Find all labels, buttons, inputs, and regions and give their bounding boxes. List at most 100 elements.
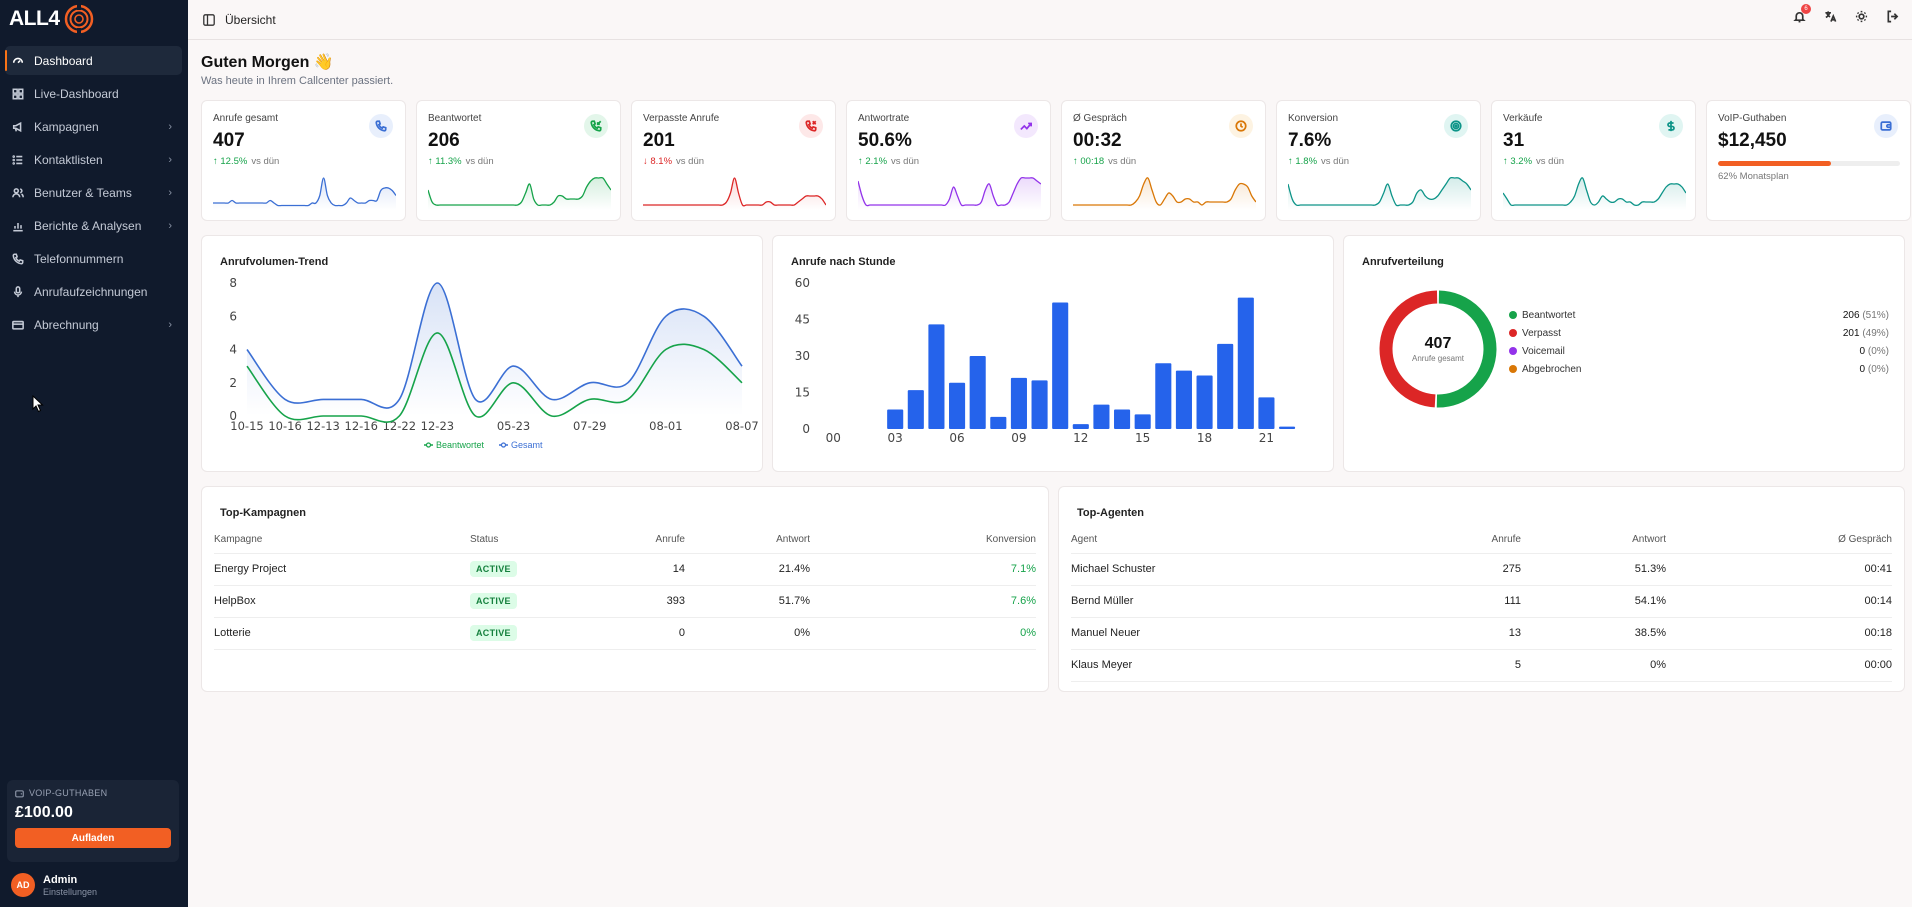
table-row[interactable]: Bernd Müller 111 54.1% 00:14	[1071, 585, 1892, 618]
sidebar-item-label: Live-Dashboard	[34, 86, 119, 101]
user-menu[interactable]: AD Admin Einstellungen	[11, 873, 97, 897]
legend-item: Verpasst 201 (49%)	[1509, 324, 1889, 342]
table-row[interactable]: Energy Project ACTIVE 14 21.4% 7.1%	[214, 553, 1036, 586]
table-header-row: Kampagne Status Anrufe Antwort Konversio…	[214, 527, 1036, 554]
page-subtitle: Was heute in Ihrem Callcenter passiert.	[201, 75, 394, 87]
translate-icon	[1824, 10, 1836, 22]
theme-toggle-button[interactable]	[1853, 8, 1869, 24]
kpi-value: 00:32	[1073, 130, 1122, 151]
table-row[interactable]: HelpBox ACTIVE 393 51.7% 7.6%	[214, 585, 1036, 618]
notifications-button[interactable]: 6	[1791, 4, 1811, 24]
bar[interactable]	[1279, 426, 1296, 429]
bar[interactable]	[928, 324, 945, 429]
legend-dot	[1509, 311, 1517, 319]
bar[interactable]	[1175, 370, 1192, 429]
kpi-icon-badge	[1659, 114, 1683, 138]
sidebar-toggle-icon[interactable]	[203, 13, 215, 26]
kpi-label: VoIP-Guthaben	[1718, 113, 1787, 124]
table-row[interactable]: Klaus Meyer 5 0% 00:00	[1071, 649, 1892, 682]
donut-slice-verpasst[interactable]	[1379, 290, 1438, 408]
bar[interactable]	[1010, 377, 1027, 429]
user-settings-link[interactable]: Einstellungen	[43, 886, 98, 897]
kpi-label: Verkäufe	[1503, 113, 1543, 124]
col-campaign[interactable]: Kampagne	[214, 527, 470, 554]
legend-marker	[425, 442, 432, 448]
legend-label: Voicemail	[1522, 345, 1565, 357]
bar[interactable]	[887, 409, 904, 429]
col-calls[interactable]: Anrufe	[580, 527, 685, 554]
card-title: Anrufe nach Stunde	[791, 256, 896, 268]
language-button[interactable]	[1822, 8, 1838, 24]
col-agent[interactable]: Agent	[1071, 527, 1371, 554]
campaigns-table: Kampagne Status Anrufe Antwort Konversio…	[214, 527, 1036, 650]
bar[interactable]	[990, 416, 1007, 429]
x-tick-label: 12-13	[306, 419, 339, 433]
campaign-conversion: 7.1%	[810, 553, 1036, 586]
bar[interactable]	[949, 382, 966, 429]
campaign-calls: 0	[580, 617, 685, 650]
sidebar-item-abrechnung[interactable]: Abrechnung ›	[5, 310, 182, 339]
brand-logo[interactable]: ALL4	[9, 4, 94, 34]
kpi-value: 206	[428, 130, 460, 151]
col-calls[interactable]: Anrufe	[1371, 527, 1521, 554]
phone-in-icon	[590, 120, 602, 132]
col-answer[interactable]: Antwort	[685, 527, 810, 554]
clock-icon	[1235, 120, 1247, 132]
status-badge: ACTIVE	[470, 561, 517, 577]
bar[interactable]	[1031, 380, 1048, 429]
greeting: Guten Morgen 👋 Was heute in Ihrem Callce…	[201, 52, 393, 87]
kpi-label: Beantwortet	[428, 113, 482, 124]
target-icon	[1450, 120, 1462, 132]
series-line-gesamt	[246, 282, 743, 409]
legend-label: Beantwortet	[1522, 309, 1576, 321]
sidebar-item-dashboard[interactable]: Dashboard	[5, 46, 182, 75]
bar[interactable]	[1217, 343, 1234, 429]
bar[interactable]	[1258, 397, 1275, 429]
table-row[interactable]: Michael Schuster 275 51.3% 00:41	[1071, 553, 1892, 586]
sidebar-item-live-dashboard[interactable]: Live-Dashboard	[5, 79, 182, 108]
voip-title-text: VOIP-GUTHABEN	[29, 788, 108, 798]
sidebar-item-benutzer-teams[interactable]: Benutzer & Teams ›	[5, 178, 182, 207]
agent-calls: 275	[1371, 553, 1521, 586]
agent-duration: 00:18	[1666, 617, 1892, 650]
chevron-right-icon: ›	[168, 318, 172, 331]
bar[interactable]	[1072, 424, 1089, 429]
chevron-right-icon: ›	[168, 120, 172, 133]
kpi-value: $12,450	[1718, 130, 1787, 151]
bar[interactable]	[1093, 404, 1110, 429]
bar[interactable]	[1114, 409, 1131, 429]
top-up-button[interactable]: Aufladen	[15, 828, 171, 848]
mic-icon	[13, 285, 23, 297]
sidebar-item-telefonnummern[interactable]: Telefonnummern	[5, 244, 182, 273]
col-answer[interactable]: Antwort	[1521, 527, 1666, 554]
table-row[interactable]: Manuel Neuer 13 38.5% 00:18	[1071, 617, 1892, 650]
bar[interactable]	[907, 390, 924, 429]
col-duration[interactable]: Ø Gespräch	[1666, 527, 1892, 554]
campaign-answer: 51.7%	[685, 585, 810, 618]
bar[interactable]	[1237, 297, 1254, 429]
phone-icon	[12, 253, 24, 264]
bar[interactable]	[1196, 375, 1213, 429]
donut-slice-beantwortet[interactable]	[1436, 290, 1497, 408]
kpi-progress-bar	[1718, 161, 1900, 166]
sidebar-item-kampagnen[interactable]: Kampagnen ›	[5, 112, 182, 141]
bar[interactable]	[1052, 302, 1069, 429]
bar[interactable]	[1155, 363, 1172, 429]
legend-label: Verpasst	[1522, 327, 1561, 339]
table-row[interactable]: Lotterie ACTIVE 0 0% 0%	[214, 617, 1036, 650]
x-tick-label: 03	[888, 431, 903, 445]
legend-label: Gesamt	[511, 440, 543, 450]
col-status[interactable]: Status	[470, 527, 580, 554]
col-conversion[interactable]: Konversion	[810, 527, 1036, 554]
logout-button[interactable]	[1884, 8, 1900, 24]
call-distribution-card: Anrufverteilung 407 Anrufe gesamt Beantw…	[1343, 235, 1905, 472]
sidebar-item-berichte-analysen[interactable]: Berichte & Analysen ›	[5, 211, 182, 240]
agent-name: Klaus Meyer	[1071, 649, 1371, 682]
kpi-sparkline	[428, 176, 611, 210]
bar[interactable]	[1134, 414, 1151, 429]
kpi-sparkline	[213, 177, 396, 210]
bar[interactable]	[969, 356, 986, 429]
kpi-icon-badge	[584, 114, 608, 138]
sidebar-item-anrufaufzeichnungen[interactable]: Anrufaufzeichnungen	[5, 277, 182, 306]
sidebar-item-kontaktlisten[interactable]: Kontaktlisten ›	[5, 145, 182, 174]
